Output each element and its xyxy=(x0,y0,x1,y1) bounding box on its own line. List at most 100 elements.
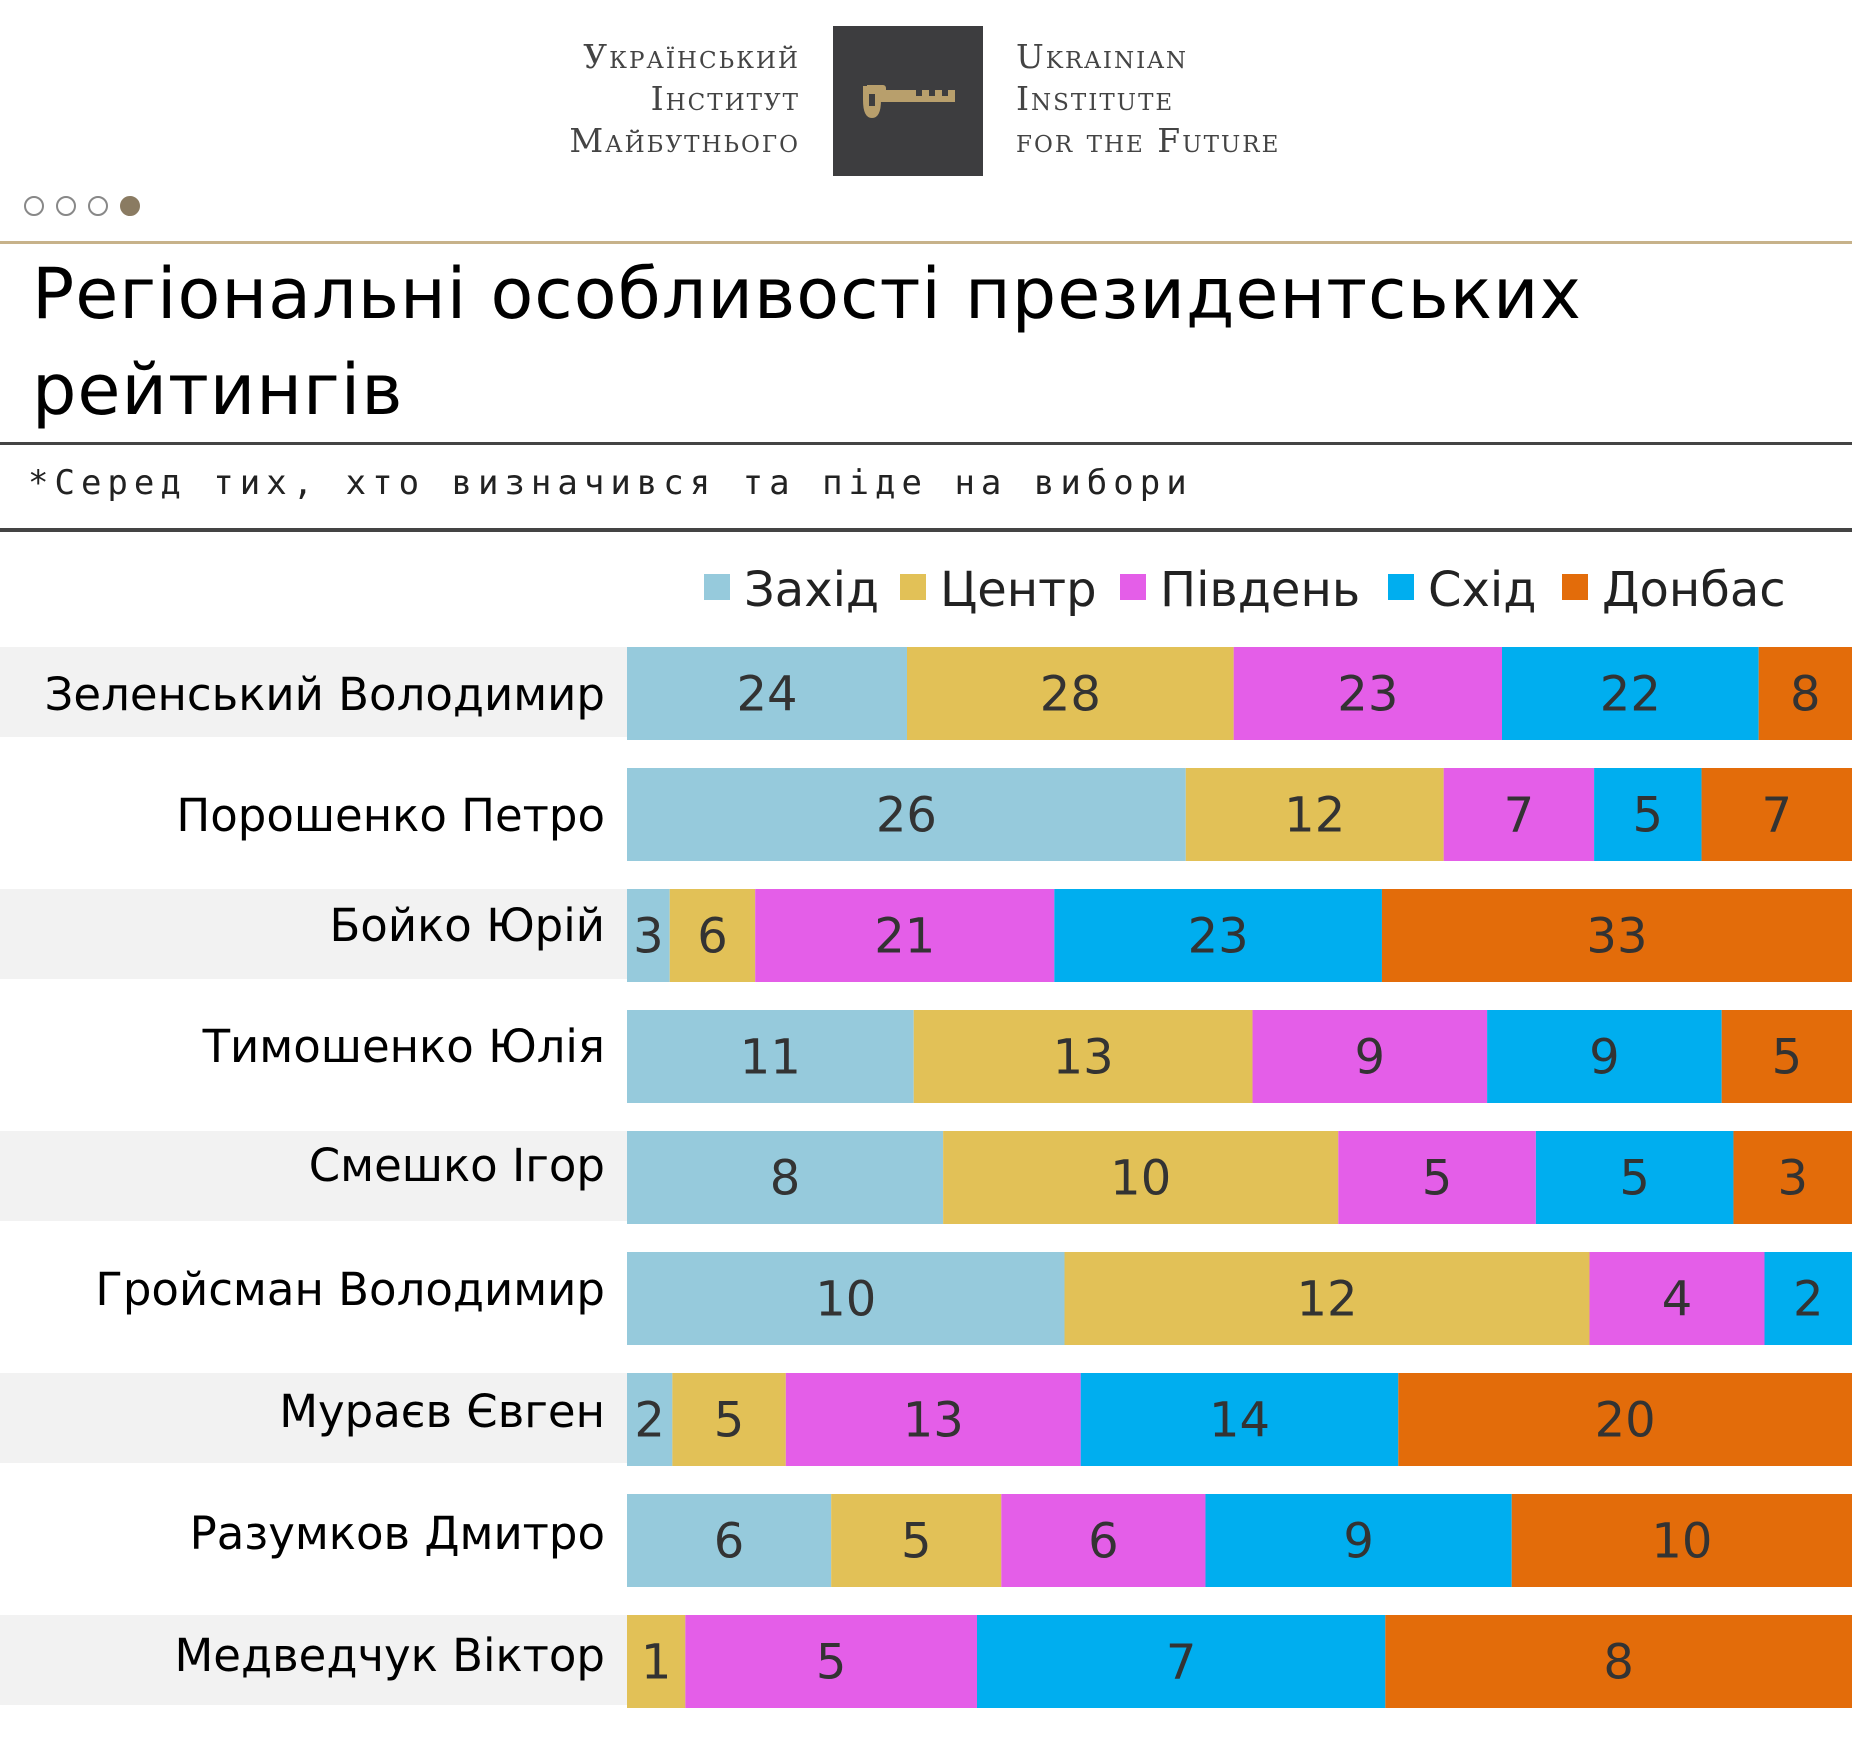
bar-segment-west xyxy=(627,1373,673,1466)
bar-segment-center xyxy=(669,889,756,982)
data-label: 12 xyxy=(1284,788,1345,844)
data-label: 28 xyxy=(1040,667,1101,723)
bar-segment-west xyxy=(627,889,670,982)
row-background xyxy=(0,1131,627,1221)
data-label: 5 xyxy=(1422,1151,1453,1207)
data-label: 3 xyxy=(1777,1151,1808,1207)
data-label: 5 xyxy=(816,1635,847,1691)
bar-segment-donbas xyxy=(1385,1615,1852,1708)
data-label: 4 xyxy=(1662,1272,1693,1328)
page-title: Регіональні особливості президентських р… xyxy=(32,253,1582,431)
bar-segment-center xyxy=(627,1615,686,1708)
pager-dot-active[interactable] xyxy=(120,196,140,216)
bar-segment-center xyxy=(943,1131,1339,1224)
data-label: 9 xyxy=(1589,1030,1620,1086)
data-label: 5 xyxy=(1619,1151,1650,1207)
data-label: 6 xyxy=(697,909,728,965)
bar-segment-west xyxy=(627,1252,1065,1345)
data-label: 2 xyxy=(1793,1272,1824,1328)
chart-legend: Захід Центр Південь Схід Донбас xyxy=(704,560,1844,620)
candidate-label: Разумков Дмитро xyxy=(189,1507,605,1560)
bar-segment-donbas xyxy=(1701,768,1852,861)
candidate-label: Зеленський Володимир xyxy=(44,668,605,721)
candidate-label: Смешко Ігор xyxy=(308,1139,605,1192)
data-label: 8 xyxy=(770,1151,801,1207)
bar-segment-south xyxy=(1001,1494,1206,1587)
logo-line: Український xyxy=(583,37,800,76)
data-label: 5 xyxy=(901,1514,932,1570)
bar-segment-east xyxy=(1502,647,1759,740)
data-label: 22 xyxy=(1600,667,1661,723)
logo-line: Ukrainian xyxy=(1016,37,1188,76)
bar-segment-donbas xyxy=(1511,1494,1852,1587)
data-label: 10 xyxy=(1651,1514,1712,1570)
divider xyxy=(0,241,1852,244)
legend-swatch xyxy=(704,574,730,600)
row-background xyxy=(0,1373,627,1463)
legend-swatch xyxy=(1388,574,1414,600)
data-label: 10 xyxy=(815,1272,876,1328)
data-label: 6 xyxy=(1088,1514,1119,1570)
bar-segment-east xyxy=(1594,768,1702,861)
legend-label: Південь xyxy=(1160,562,1361,618)
logo-mark xyxy=(833,26,983,176)
data-label: 23 xyxy=(1337,667,1398,723)
row-background xyxy=(0,1615,627,1705)
bar-segment-east xyxy=(1205,1494,1512,1587)
logo-line: Institute xyxy=(1016,79,1175,118)
bar-segment-south xyxy=(685,1615,977,1708)
candidate-label: Бойко Юрій xyxy=(329,899,605,952)
bar-segment-south xyxy=(1252,1010,1488,1103)
bar-segment-center xyxy=(913,1010,1253,1103)
candidate-label: Тимошенко Юлія xyxy=(202,1020,605,1073)
pager-dot[interactable] xyxy=(24,196,44,216)
data-label: 6 xyxy=(714,1514,745,1570)
legend-label: Центр xyxy=(940,562,1097,618)
legend-swatch xyxy=(1562,574,1588,600)
bar-segment-south xyxy=(1443,768,1595,861)
pager-dot[interactable] xyxy=(88,196,108,216)
bar-segment-west xyxy=(627,768,1186,861)
legend-swatch xyxy=(900,574,926,600)
bar-segment-west xyxy=(627,1131,944,1224)
candidate-label: Мураєв Євген xyxy=(279,1385,605,1438)
data-label: 12 xyxy=(1296,1272,1357,1328)
data-label: 8 xyxy=(1790,667,1821,723)
bar-segment-south xyxy=(755,889,1055,982)
bar-segment-center xyxy=(831,1494,1002,1587)
bar-segment-west xyxy=(627,647,907,740)
data-label: 9 xyxy=(1343,1514,1374,1570)
data-label: 2 xyxy=(634,1393,665,1449)
bar-segment-west xyxy=(627,1010,914,1103)
data-label: 7 xyxy=(1166,1635,1197,1691)
candidate-label: Медведчук Віктор xyxy=(174,1629,605,1682)
bar-segment-donbas xyxy=(1733,1131,1852,1224)
data-label: 13 xyxy=(1053,1030,1114,1086)
data-label: 7 xyxy=(1504,788,1535,844)
data-label: 26 xyxy=(876,788,937,844)
legend-label: Донбас xyxy=(1602,562,1786,618)
row-background xyxy=(0,647,627,737)
candidate-label: Порошенко Петро xyxy=(176,789,605,842)
bar-segment-south xyxy=(1589,1252,1765,1345)
legend-swatch xyxy=(1120,574,1146,600)
data-label: 9 xyxy=(1355,1030,1386,1086)
data-label: 8 xyxy=(1603,1635,1634,1691)
data-label: 11 xyxy=(740,1030,801,1086)
data-label: 13 xyxy=(903,1393,964,1449)
chart-note: *Серед тих, хто визначився та піде на ви… xyxy=(28,463,1193,503)
data-label: 24 xyxy=(736,667,797,723)
data-label: 23 xyxy=(1188,909,1249,965)
data-label: 5 xyxy=(1633,788,1664,844)
divider xyxy=(0,528,1852,532)
bar-segment-donbas xyxy=(1758,647,1852,740)
candidate-label: Гройсман Володимир xyxy=(95,1263,605,1316)
logo-line: for the Future xyxy=(1016,121,1281,160)
bar-segment-south xyxy=(1233,647,1502,740)
bar-segment-center xyxy=(1064,1252,1590,1345)
data-label: 3 xyxy=(633,909,664,965)
data-label: 10 xyxy=(1110,1151,1171,1207)
pager-dot[interactable] xyxy=(56,196,76,216)
data-label: 14 xyxy=(1209,1393,1270,1449)
